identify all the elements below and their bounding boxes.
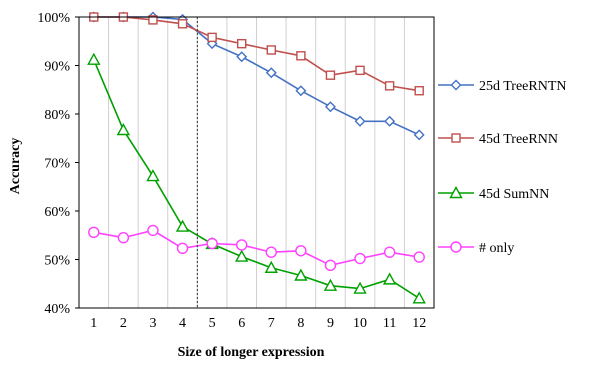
legend-swatch-marker (451, 133, 461, 143)
data-point (236, 51, 248, 63)
data-point (236, 239, 248, 251)
x-tick-label: 11 (383, 316, 396, 331)
data-point (384, 115, 396, 127)
data-point (354, 115, 366, 127)
data-point (325, 70, 336, 80)
data-point (414, 86, 424, 96)
y-tick-label: 100% (37, 11, 70, 26)
y-tick-label: 40% (44, 302, 70, 317)
data-point (206, 237, 218, 250)
data-point (295, 245, 307, 257)
legend-layer: 25d TreeRNTN 45d TreeRNN 45d SumNN # only (438, 79, 567, 256)
y-tick-label: 80% (44, 108, 70, 123)
x-tick-label: 10 (353, 316, 367, 331)
legend-swatch-marker (449, 186, 463, 199)
y-tick-label: 50% (44, 254, 70, 269)
data-point (324, 259, 337, 272)
data-point (146, 169, 160, 182)
axis-layer: 40%50%60%70%80%90%100%1 2 3 4 5 6 7 8 9 10 11 12 (37, 11, 435, 331)
x-tick-label: 3 (149, 316, 156, 331)
data-point (323, 278, 338, 291)
series-line (93, 16, 420, 92)
data-point (413, 251, 425, 263)
y-axis-title: Accuracy (8, 138, 23, 195)
x-tick-label: 9 (327, 316, 334, 331)
legend-label: 45d SumNN (479, 187, 549, 202)
x-tick-label: 4 (179, 316, 186, 331)
data-point (177, 19, 188, 29)
data-point (116, 123, 131, 136)
data-point (147, 224, 159, 237)
data-point (296, 51, 306, 61)
x-tick-label: 7 (268, 316, 275, 331)
data-point (175, 219, 190, 232)
data-point (117, 231, 130, 244)
legend-swatch-marker (450, 241, 462, 253)
data-point (148, 15, 158, 25)
data-point (383, 246, 396, 258)
data-point (324, 101, 336, 113)
data-point (88, 226, 100, 239)
x-axis-title: Size of longer expression (178, 345, 325, 360)
y-tick-label: 90% (44, 60, 70, 75)
y-tick-label: 60% (44, 205, 70, 220)
data-point (87, 52, 101, 65)
data-point (264, 260, 278, 273)
data-point (355, 65, 365, 76)
y-tick-label: 70% (44, 157, 70, 172)
data-point (412, 291, 426, 304)
data-point (265, 246, 277, 258)
data-point (294, 268, 308, 281)
data-point (384, 81, 395, 91)
data-point (413, 129, 425, 141)
x-tick-label: 12 (412, 316, 426, 331)
data-point (237, 38, 247, 49)
legend-swatch-marker (450, 79, 462, 91)
x-tick-label: 5 (209, 316, 216, 331)
x-tick-label: 8 (297, 316, 304, 331)
legend-label: # only (479, 241, 514, 256)
x-tick-label: 6 (238, 316, 245, 331)
data-point (207, 32, 217, 43)
legend-label: 25d TreeRNTN (479, 79, 567, 94)
data-point (382, 272, 397, 285)
data-point (235, 249, 249, 262)
data-point (353, 281, 367, 294)
data-point (354, 252, 366, 265)
x-tick-label: 1 (90, 316, 97, 331)
series-line (93, 59, 420, 299)
data-point (176, 242, 189, 255)
grid-layer (108, 17, 405, 308)
data-point (295, 85, 307, 97)
x-tick-label: 2 (120, 316, 127, 331)
data-point (266, 45, 276, 55)
data-point (265, 67, 277, 79)
legend-label: 45d TreeRNN (479, 132, 558, 147)
